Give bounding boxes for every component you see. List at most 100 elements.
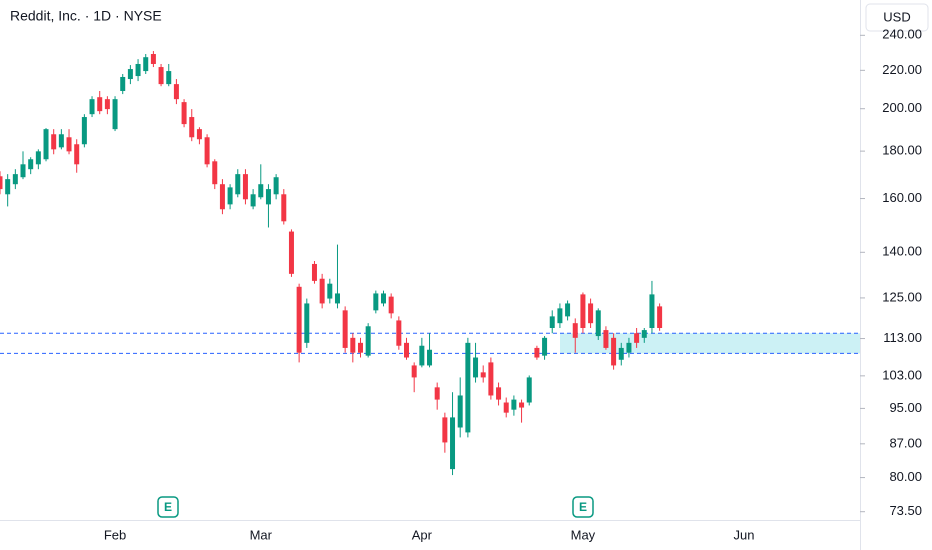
candle-body (511, 399, 517, 410)
candle-body (357, 342, 363, 353)
candle-body (235, 174, 241, 195)
candle-body (112, 99, 118, 130)
candle-body (0, 176, 3, 190)
candle-body (242, 174, 248, 200)
candle-body (350, 337, 356, 353)
y-tick-label: 87.00 (889, 435, 922, 450)
candle-body (626, 342, 632, 353)
candle-body (595, 310, 601, 337)
candle-body (212, 161, 218, 185)
currency-label[interactable]: USD (883, 9, 910, 24)
x-tick-label: Feb (104, 527, 126, 542)
y-tick-label: 80.00 (889, 469, 922, 484)
candle-body (442, 417, 448, 443)
candle-body (572, 323, 578, 338)
y-tick-label: 73.50 (889, 503, 922, 518)
currency-box[interactable] (865, 3, 929, 32)
x-tick-label: Jun (734, 527, 755, 542)
candle-body (465, 342, 471, 433)
candle-body (89, 99, 95, 115)
candle-body (327, 283, 333, 299)
chart-title: Reddit, Inc. · 1D · NYSE (10, 8, 162, 24)
candle-body (135, 63, 141, 77)
y-tick-label: 113.00 (883, 330, 922, 345)
x-tick-label: Mar (250, 527, 273, 542)
x-tick-label: Apr (412, 527, 433, 542)
candle-body (580, 294, 586, 329)
candle-body (427, 349, 433, 366)
candle-body (219, 184, 225, 210)
candle-body (304, 303, 310, 343)
y-tick-label: 125.00 (882, 289, 922, 304)
candle-body (519, 402, 525, 408)
candle-body (657, 306, 663, 329)
y-tick-label: 95.00 (889, 400, 922, 415)
candle-body (166, 71, 172, 85)
candle-body (611, 337, 617, 366)
candle-body (526, 377, 532, 403)
candle-body (173, 84, 179, 100)
candle-body (250, 194, 256, 207)
y-tick-label: 103.00 (882, 367, 922, 382)
candle-body (565, 303, 571, 317)
earnings-marker (157, 496, 179, 518)
candle-body (20, 164, 26, 178)
candle-body (434, 387, 440, 400)
y-tick-label: 160.00 (882, 190, 922, 205)
candle-body (81, 117, 87, 145)
candle-body (496, 387, 502, 400)
candle-body (649, 294, 655, 329)
candle-body (104, 99, 110, 110)
candle-body (120, 76, 126, 91)
y-tick-label: 200.00 (882, 100, 922, 115)
candle-body (488, 362, 494, 396)
candle-body (43, 129, 49, 160)
candle-body (404, 342, 410, 358)
candle-body (634, 333, 640, 343)
candle-body (396, 320, 402, 346)
candle-body (273, 177, 279, 195)
candle-body (365, 326, 371, 356)
candle-body (97, 97, 103, 112)
candle-body (473, 357, 479, 378)
candle-body (342, 310, 348, 348)
candle-body (557, 308, 563, 324)
candle-body (281, 194, 287, 222)
candle-body (480, 372, 486, 378)
candle-body (66, 137, 72, 152)
candle-body (189, 117, 195, 138)
candle-body (588, 303, 594, 324)
candle-body (58, 134, 64, 148)
candle-body (450, 417, 456, 470)
candle-body (457, 395, 463, 428)
earnings-marker (572, 496, 594, 518)
candle-body (35, 151, 41, 165)
y-tick-label: 240.00 (882, 27, 922, 42)
y-tick-label: 140.00 (882, 244, 922, 259)
candle-body (143, 57, 149, 72)
y-tick-label: 180.00 (882, 143, 922, 158)
earnings-label: E (579, 500, 587, 514)
candle-body (28, 159, 34, 170)
candle-body (265, 189, 271, 205)
candle-body (381, 293, 386, 304)
x-tick-label: May (571, 527, 596, 542)
candle-body (74, 144, 80, 165)
candle-body (196, 129, 202, 140)
candle-body (542, 337, 548, 356)
candle-body (181, 102, 187, 125)
candle-body (373, 293, 379, 311)
candle-body (258, 184, 264, 198)
candle-body (549, 316, 555, 329)
candle-body (51, 134, 57, 150)
candle-body (204, 137, 210, 165)
plot-area (0, 51, 860, 476)
candle-body (388, 296, 394, 314)
candle-body (227, 187, 233, 205)
earnings-label: E (164, 500, 172, 514)
candle-body (334, 293, 340, 304)
candle-body (311, 263, 317, 281)
candle-body (419, 345, 425, 366)
